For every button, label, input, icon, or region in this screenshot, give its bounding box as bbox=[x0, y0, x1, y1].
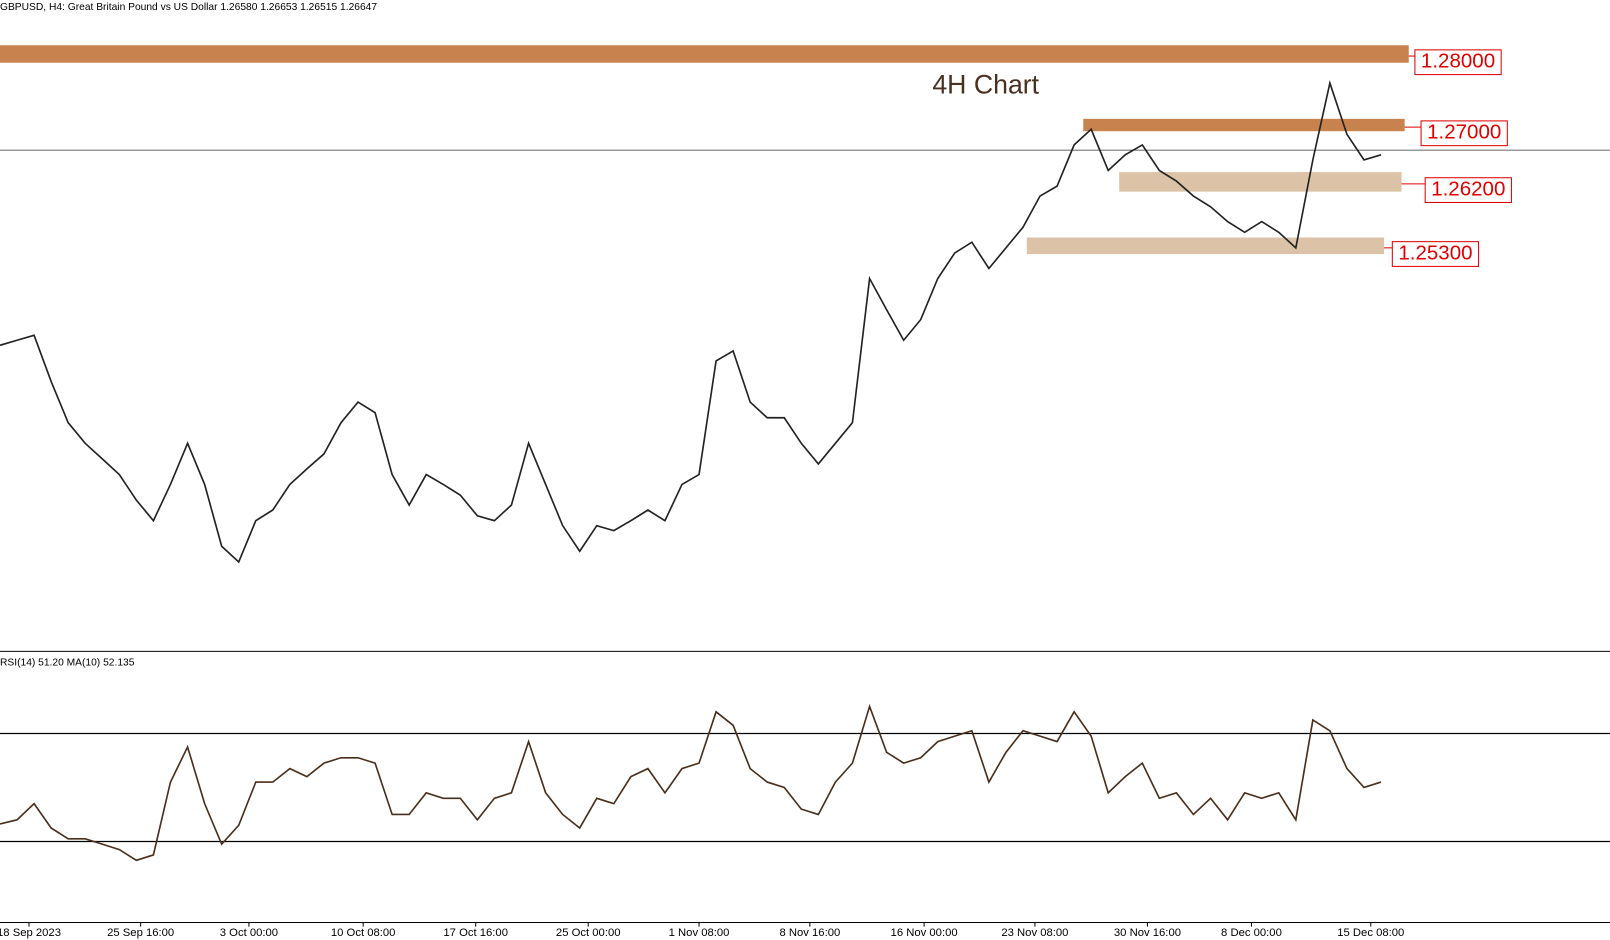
level-label: 1.25300 bbox=[1398, 241, 1472, 264]
level-label-box bbox=[1414, 49, 1502, 76]
level-zone bbox=[1026, 237, 1385, 255]
level-label-box bbox=[1420, 120, 1508, 147]
level-zone bbox=[0, 45, 1409, 63]
level-label-box bbox=[1424, 177, 1512, 203]
x-tick-label: 16 Nov 00:00 bbox=[891, 927, 958, 939]
x-tick-label: 18 Sep 2023 bbox=[0, 927, 61, 939]
x-tick-label: 3 Oct 00:00 bbox=[220, 927, 278, 939]
level-label-box bbox=[1391, 241, 1480, 267]
chart-annotation: 4H Chart bbox=[932, 70, 1039, 100]
rsi-header: RSI(14) 51.20 MA(10) 52.135 bbox=[0, 657, 135, 668]
level-zone bbox=[1083, 118, 1405, 132]
x-tick-label: 1 Nov 08:00 bbox=[669, 927, 730, 939]
level-label: 1.27000 bbox=[1427, 121, 1501, 144]
x-tick-label: 23 Nov 08:00 bbox=[1001, 927, 1068, 939]
x-tick-label: 30 Nov 16:00 bbox=[1114, 927, 1181, 939]
x-tick-label: 8 Dec 00:00 bbox=[1221, 927, 1282, 939]
x-tick-label: 25 Sep 16:00 bbox=[107, 927, 174, 939]
price-line bbox=[0, 79, 1382, 564]
x-tick-label: 15 Dec 08:00 bbox=[1337, 927, 1404, 939]
level-zone bbox=[1119, 172, 1402, 192]
x-tick-label: 25 Oct 00:00 bbox=[556, 927, 621, 939]
level-label: 1.26200 bbox=[1431, 178, 1505, 201]
x-tick-label: 10 Oct 08:00 bbox=[331, 927, 396, 939]
x-tick-label: 17 Oct 16:00 bbox=[443, 927, 508, 939]
rsi-line bbox=[0, 703, 1382, 862]
chart-header: GBPUSD, H4: Great Britain Pound vs US Do… bbox=[0, 2, 377, 13]
x-tick-label: 8 Nov 16:00 bbox=[779, 927, 840, 939]
level-label: 1.28000 bbox=[1421, 50, 1495, 73]
